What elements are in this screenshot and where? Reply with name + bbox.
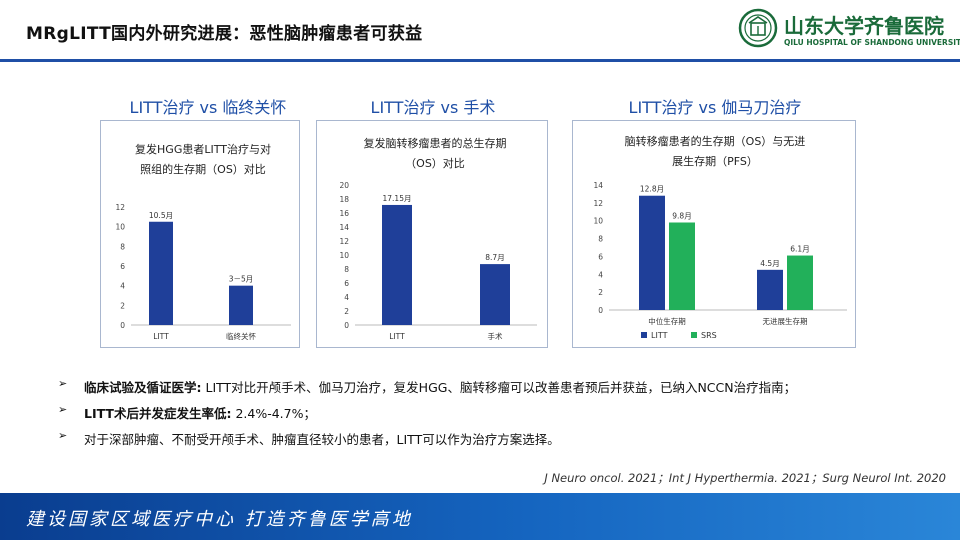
chart-3-title-line1: 脑转移瘤患者的生存期（OS）与无进 [625,134,806,148]
column-heading-1: LITT治疗 vs 临终关怀 [129,98,287,117]
chart-1-title-line2: 照组的生存期（OS）对比 [140,162,266,176]
legend-swatch-srs [691,332,697,338]
bar [480,264,510,325]
x-tick-label: 手术 [488,331,503,341]
y-tick-label: 8 [344,265,349,274]
y-tick-label: 0 [344,321,349,330]
y-tick-label: 4 [344,293,349,302]
y-tick-label: 12 [115,203,125,212]
chart-1-title-line1: 复发HGG患者LITT治疗与对 [135,142,271,156]
y-tick-label: 18 [339,195,349,204]
x-tick-label: 无进展生存期 [763,316,808,326]
bar [229,285,253,325]
footer-banner: 建设国家区域医疗中心 打造齐鲁医学高地 [0,493,960,540]
chart-1: 复发HGG患者LITT治疗与对 照组的生存期（OS）对比 0 2 4 6 8 10 12 LI… [115,142,291,341]
arrow-bullet-icon: ➢ [58,377,68,390]
header-divider [0,59,960,62]
bar-litt [639,195,665,310]
chart-3: 脑转移瘤患者的生存期（OS）与无进 展生存期（PFS） 0 2 4 6 8 10 12 14 中… [593,134,847,340]
y-tick-label: 2 [120,301,125,310]
x-tick-label: 临终关怀 [226,331,256,341]
y-tick-label: 10 [115,223,125,232]
bar [149,221,173,325]
footer-slogan: 建设国家区域医疗中心 打造齐鲁医学高地 [26,509,413,530]
y-tick-label: 8 [598,235,603,244]
slide-header: MRgLITT国内外研究进展：恶性脑肿瘤患者可获益 山东大学齐鲁医院 QILU … [0,0,960,62]
y-tick-label: 0 [598,306,603,315]
y-tick-label: 6 [344,279,349,288]
y-tick-label: 14 [339,223,349,232]
y-tick-label: 2 [344,307,349,316]
y-tick-label: 8 [120,242,125,251]
y-tick-label: 6 [120,262,125,271]
logo-text: 山东大学齐鲁医院 [784,14,944,38]
arrow-bullet-icon: ➢ [58,403,68,416]
references: J Neuro oncol. 2021；Int J Hyperthermia. … [544,471,946,485]
bar [382,204,412,325]
hospital-emblem-icon [738,8,778,48]
y-tick-label: 14 [593,181,603,190]
legend-label: SRS [701,331,717,340]
legend-swatch-litt [641,332,647,338]
y-tick-label: 12 [593,199,603,208]
legend-label: LITT [651,331,668,340]
y-tick-label: 16 [339,209,349,218]
bar-srs [787,255,813,310]
logo-subtitle: QILU HOSPITAL OF SHANDONG UNIVERSITY [784,38,960,47]
data-label: 8.7月 [485,253,504,262]
page-title: MRgLITT国内外研究进展：恶性脑肿瘤患者可获益 [26,24,423,44]
data-label: 4.5月 [760,259,779,268]
bullet-text: 2.4%-4.7%； [231,406,316,421]
chart-panel-3: 脑转移瘤患者的生存期（OS）与无进 展生存期（PFS） 0 2 4 6 8 10 12 14 中… [572,120,856,348]
bullet-text: LITT对比开颅手术、伽马刀治疗，复发HGG、脑转移瘤可以改善患者预后并获益，已… [201,380,797,395]
chart-2-title-line2: （OS）对比 [405,156,465,170]
bullet-bold: 临床试验及循证医学: [84,380,202,395]
y-tick-label: 4 [120,282,125,291]
chart-panel-1: 复发HGG患者LITT治疗与对 照组的生存期（OS）对比 0 2 4 6 8 10 12 LI… [100,120,300,348]
y-tick-label: 10 [339,251,349,260]
arrow-bullet-icon: ➢ [58,429,68,442]
data-label: 10.5月 [149,211,173,220]
y-tick-label: 6 [598,252,603,261]
x-tick-label: LITT [153,332,169,341]
y-tick-label: 0 [120,321,125,330]
y-tick-label: 4 [598,270,603,279]
bar-litt [757,269,783,310]
y-tick-label: 12 [339,237,349,246]
data-label: 17.15月 [383,194,412,203]
data-label: 9.8月 [672,212,691,221]
column-heading-2: LITT治疗 vs 手术 [370,98,496,117]
data-label: 3－5月 [229,275,254,284]
bullet-text: 对于深部肿瘤、不耐受开颅手术、肿瘤直径较小的患者，LITT可以作为治疗方案选择。 [84,432,560,447]
x-tick-label: LITT [389,332,405,341]
chart-2: 复发脑转移瘤患者的总生存期 （OS）对比 0 2 4 6 8 10 12 14 16 18 20 LI… [339,136,537,341]
bar-srs [669,222,695,310]
chart-3-title-line2: 展生存期（PFS） [672,154,758,168]
column-heading-3: LITT治疗 vs 伽马刀治疗 [628,98,802,117]
bullet-bold: LITT术后并发症发生率低: [84,406,232,421]
chart-2-title-line1: 复发脑转移瘤患者的总生存期 [364,136,507,150]
y-tick-label: 10 [593,217,603,226]
x-tick-label: 中位生存期 [648,316,686,326]
chart-panel-2: 复发脑转移瘤患者的总生存期 （OS）对比 0 2 4 6 8 10 12 14 16 18 20 LI… [316,120,548,348]
y-tick-label: 2 [598,288,603,297]
data-label: 12.8月 [640,185,664,194]
y-tick-label: 20 [339,181,349,190]
hospital-logo: 山东大学齐鲁医院 QILU HOSPITAL OF SHANDONG UNIVE… [738,8,960,52]
data-label: 6.1月 [790,245,809,254]
